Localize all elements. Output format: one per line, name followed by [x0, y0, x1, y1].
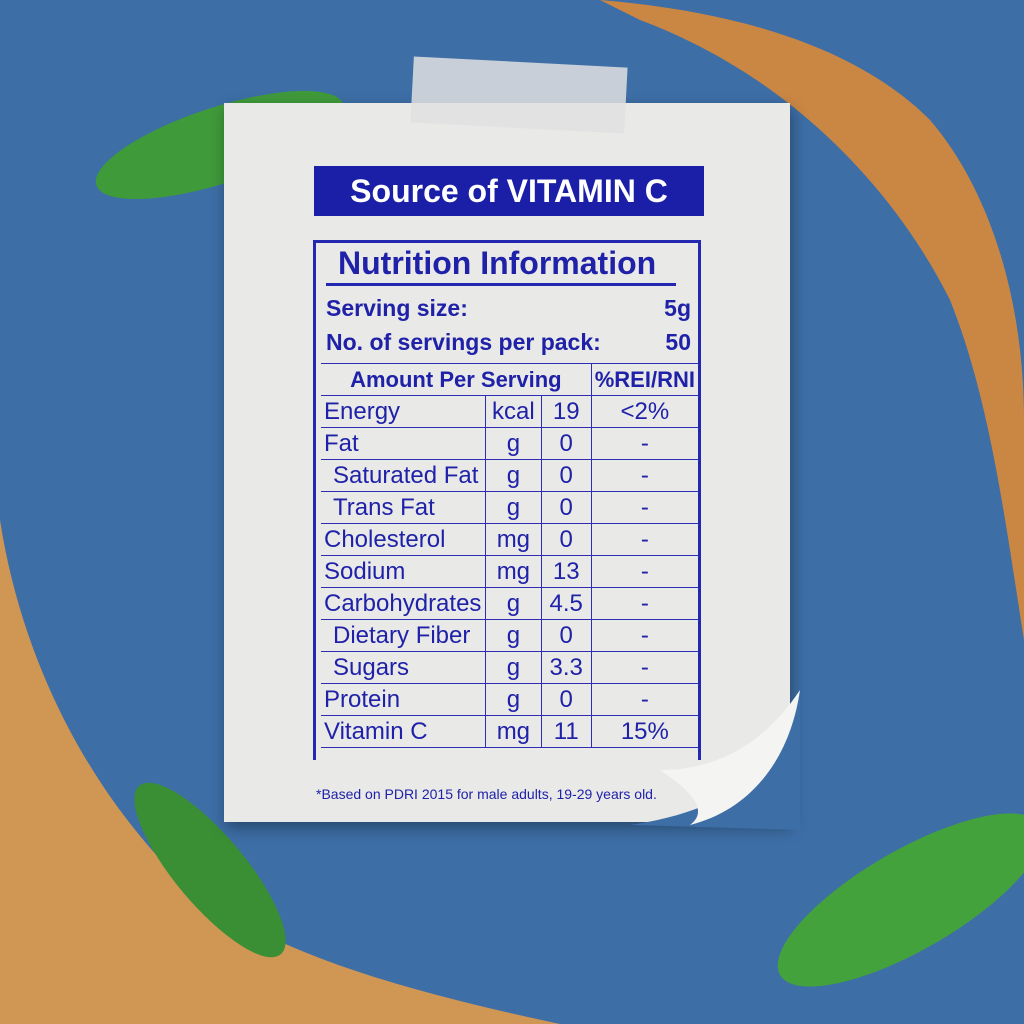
nutrient-name: Protein	[321, 683, 487, 716]
page-curl	[630, 690, 800, 830]
table-row: Dietary Fiber g 0-	[321, 619, 698, 652]
servings-label: No. of servings per pack:	[326, 329, 601, 355]
nutrient-name: Saturated Fat	[321, 459, 487, 492]
nutrient-name: Carbohydrates	[321, 587, 487, 620]
nutrient-name: Vitamin C	[321, 715, 487, 748]
rni-percent: 15%	[590, 715, 698, 748]
rni-percent: -	[590, 651, 698, 684]
amount: 4.5	[540, 587, 592, 620]
table-row: Cholesterol mg 0-	[321, 523, 698, 556]
nutrient-name: Trans Fat	[321, 491, 487, 524]
unit: mg	[485, 555, 542, 588]
tape	[410, 56, 628, 134]
table-row: Trans Fat g 0-	[321, 491, 698, 524]
nutrient-name: Dietary Fiber	[321, 619, 487, 652]
rni-percent: <2%	[590, 395, 698, 428]
serving-size: Serving size: 5g	[326, 295, 691, 322]
rni-percent: -	[590, 683, 698, 716]
amount-header: Amount Per Serving	[321, 363, 592, 396]
tea-splash-bottom	[0, 520, 560, 1024]
vitamin-c-banner: Source of VITAMIN C	[314, 166, 704, 216]
table-row: Saturated Fat g 0-	[321, 459, 698, 492]
nutrient-name: Cholesterol	[321, 523, 487, 556]
nutrition-table: Amount Per Serving %REI/RNI Energy kcal 19…	[321, 363, 698, 748]
rni-percent: -	[590, 491, 698, 524]
unit: g	[485, 651, 542, 684]
amount: 0	[540, 619, 592, 652]
unit: g	[485, 427, 542, 460]
nutrient-name: Energy	[321, 395, 487, 428]
unit: kcal	[485, 395, 542, 428]
panel-title: Nutrition Information	[338, 245, 657, 281]
title-underline	[326, 283, 676, 286]
table-row: Fat g 0-	[321, 427, 698, 460]
unit: g	[485, 459, 542, 492]
amount: 11	[540, 715, 592, 748]
amount: 0	[540, 491, 592, 524]
unit: g	[485, 491, 542, 524]
rni-percent: -	[590, 459, 698, 492]
rni-percent: -	[590, 619, 698, 652]
amount: 0	[540, 427, 592, 460]
table-row: Protein g 0-	[321, 683, 698, 716]
table-header: Amount Per Serving %REI/RNI	[321, 363, 698, 396]
unit: mg	[485, 523, 542, 556]
nutrient-name: Fat	[321, 427, 487, 460]
rni-percent: -	[590, 427, 698, 460]
nutrition-panel: Nutrition Information Serving size: 5g No…	[313, 240, 701, 760]
amount: 0	[540, 459, 592, 492]
rni-percent: -	[590, 555, 698, 588]
footnote: *Based on PDRI 2015 for male adults, 19-…	[316, 786, 657, 802]
unit: g	[485, 619, 542, 652]
amount: 19	[540, 395, 592, 428]
table-row: Sugars g 3.3-	[321, 651, 698, 684]
servings-value: 50	[665, 329, 691, 355]
nutrient-name: Sodium	[321, 555, 487, 588]
table-row: Energy kcal 19 <2%	[321, 395, 698, 428]
serving-size-value: 5g	[664, 295, 691, 321]
table-row: Carbohydrates g 4.5-	[321, 587, 698, 620]
leaf-bottom-right	[777, 813, 1024, 987]
amount: 0	[540, 683, 592, 716]
leaf-bottom-left	[134, 782, 286, 958]
serving-size-label: Serving size:	[326, 295, 468, 321]
servings-per-pack: No. of servings per pack: 50	[326, 329, 691, 356]
table-row: Sodium mg 13-	[321, 555, 698, 588]
unit: mg	[485, 715, 542, 748]
nutrient-name: Sugars	[321, 651, 487, 684]
amount: 0	[540, 523, 592, 556]
unit: g	[485, 683, 542, 716]
amount: 13	[540, 555, 592, 588]
tea-splash-top	[600, 0, 1024, 640]
rni-percent: -	[590, 587, 698, 620]
unit: g	[485, 587, 542, 620]
amount: 3.3	[540, 651, 592, 684]
rni-header: %REI/RNI	[590, 363, 698, 396]
rni-percent: -	[590, 523, 698, 556]
